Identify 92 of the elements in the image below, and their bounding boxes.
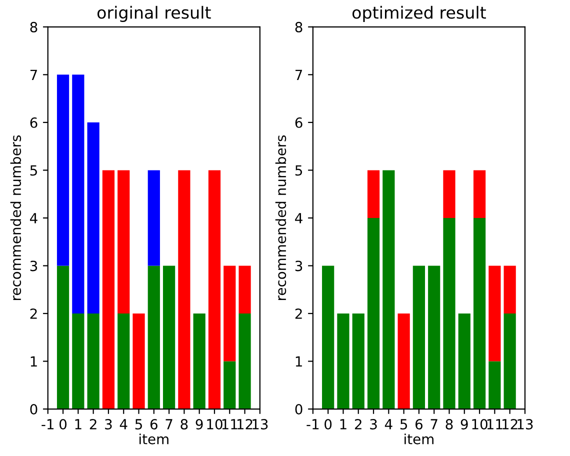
x-tick-label: 4 bbox=[384, 419, 392, 430]
bar bbox=[367, 218, 380, 410]
bar bbox=[178, 170, 190, 410]
chart-title: optimized result bbox=[352, 6, 486, 22]
x-tick-label: 4 bbox=[120, 419, 128, 430]
y-tick-label: 1 bbox=[296, 356, 302, 367]
x-tick-label: 0 bbox=[324, 419, 332, 430]
y-axis-title: recommended numbers bbox=[10, 135, 22, 300]
bar bbox=[473, 218, 486, 410]
x-tick-label: 12 bbox=[237, 419, 252, 430]
bar bbox=[72, 74, 84, 314]
bar bbox=[488, 266, 501, 362]
bar bbox=[224, 266, 236, 362]
bar bbox=[56, 266, 70, 410]
x-tick-label: 9 bbox=[196, 419, 203, 430]
x-tick-label: 2 bbox=[354, 419, 362, 430]
x-axis-title: item bbox=[140, 434, 168, 444]
bar bbox=[118, 170, 130, 314]
y-tick-label: 0 bbox=[30, 404, 38, 415]
y-tick-label: 2 bbox=[295, 308, 302, 319]
bar bbox=[72, 314, 84, 410]
bar bbox=[208, 170, 221, 410]
x-tick-label: 11 bbox=[487, 419, 502, 430]
bar bbox=[224, 361, 236, 410]
bar bbox=[473, 170, 486, 218]
bar bbox=[118, 314, 130, 410]
bar bbox=[102, 170, 115, 410]
y-tick-label: 4 bbox=[295, 213, 302, 224]
bar bbox=[238, 314, 251, 410]
y-tick-label: 8 bbox=[295, 22, 302, 32]
x-tick-label: 7 bbox=[166, 419, 172, 430]
bar bbox=[337, 314, 350, 410]
x-tick-label: 7 bbox=[430, 419, 438, 430]
x-tick-label: 5 bbox=[400, 419, 408, 430]
x-tick-label: -1 bbox=[306, 419, 319, 430]
x-tick-label: 6 bbox=[150, 419, 158, 430]
x-tick-label: 2 bbox=[90, 419, 96, 430]
y-tick-label: 3 bbox=[295, 260, 302, 272]
y-axis-title: recommended numbers bbox=[275, 135, 286, 300]
y-tick-label: 5 bbox=[295, 165, 302, 176]
bar bbox=[382, 170, 395, 410]
y-tick-label: 3 bbox=[30, 260, 38, 272]
x-tick-label: -1 bbox=[42, 419, 54, 430]
bar bbox=[458, 314, 470, 410]
bar bbox=[488, 361, 501, 410]
y-tick-label: 1 bbox=[30, 356, 37, 367]
x-tick-label: 13 bbox=[252, 419, 268, 430]
bar bbox=[87, 122, 100, 314]
bar bbox=[443, 218, 456, 410]
bar bbox=[148, 266, 160, 410]
x-tick-label: 1 bbox=[75, 419, 82, 430]
bar bbox=[352, 314, 364, 410]
y-tick-label: 6 bbox=[30, 117, 38, 128]
x-tick-label: 12 bbox=[502, 419, 518, 430]
bar bbox=[87, 314, 100, 410]
bar bbox=[412, 266, 426, 410]
bar bbox=[193, 314, 206, 410]
x-tick-label: 1 bbox=[340, 419, 346, 430]
x-tick-label: 8 bbox=[446, 419, 453, 430]
x-tick-label: 3 bbox=[370, 419, 377, 430]
y-tick-label: 7 bbox=[296, 70, 302, 80]
x-tick-label: 3 bbox=[105, 419, 112, 430]
bar bbox=[504, 266, 516, 314]
bar bbox=[443, 170, 456, 218]
x-tick-label: 10 bbox=[472, 419, 488, 430]
x-tick-label: 10 bbox=[207, 419, 222, 430]
x-tick-label: 5 bbox=[135, 419, 142, 430]
chart-title: original result bbox=[97, 6, 211, 22]
bar bbox=[322, 266, 334, 410]
bar bbox=[367, 170, 380, 218]
bar bbox=[56, 74, 70, 266]
y-tick-label: 7 bbox=[30, 70, 37, 80]
y-tick-label: 5 bbox=[30, 165, 37, 176]
bar bbox=[504, 314, 516, 410]
x-tick-label: 6 bbox=[416, 419, 422, 430]
x-axis-title: item bbox=[404, 434, 434, 444]
bar bbox=[238, 266, 251, 314]
y-tick-label: 6 bbox=[295, 117, 302, 128]
x-tick-label: 8 bbox=[180, 419, 188, 430]
bar bbox=[162, 266, 176, 410]
x-tick-label: 9 bbox=[460, 419, 468, 430]
x-tick-label: 0 bbox=[60, 419, 67, 430]
bar bbox=[148, 170, 160, 266]
bar bbox=[428, 266, 440, 410]
y-tick-label: 4 bbox=[30, 213, 38, 224]
x-tick-label: 11 bbox=[222, 419, 238, 430]
x-tick-label: 13 bbox=[518, 419, 533, 430]
bar bbox=[398, 314, 410, 410]
y-tick-label: 8 bbox=[30, 22, 38, 32]
y-tick-label: 2 bbox=[30, 308, 37, 319]
bar bbox=[132, 314, 145, 410]
y-tick-label: 0 bbox=[295, 404, 302, 415]
